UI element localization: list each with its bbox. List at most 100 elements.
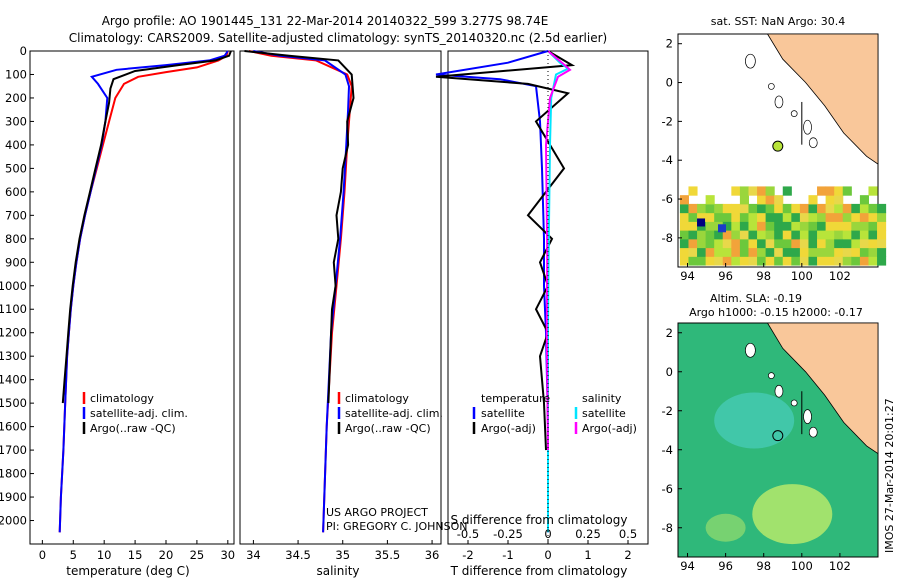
map-y-tick-label: -4	[662, 443, 673, 457]
island	[808, 426, 818, 438]
x-tick-label: 20	[159, 548, 174, 562]
map-y-tick-label: -8	[662, 231, 673, 245]
s-tick-label: -0.5	[457, 527, 479, 541]
sst-cell	[679, 230, 689, 240]
x-tick-label: 0	[39, 548, 46, 562]
sst-cell	[748, 230, 758, 240]
y-tick-label: 1000	[0, 279, 27, 293]
sst-cell	[714, 256, 724, 266]
sst-cell	[808, 212, 818, 222]
sst-cell	[731, 186, 741, 196]
island	[790, 110, 798, 117]
sst-cell	[705, 221, 715, 231]
map-y-tick-label: -6	[662, 482, 673, 496]
x-tick-label: 35.5	[375, 548, 401, 562]
sst-cell	[825, 186, 835, 196]
salinity-xlabel: salinity	[316, 564, 359, 578]
island	[808, 137, 818, 149]
s-tick-label: 0.25	[575, 527, 601, 541]
sst-cell	[834, 247, 844, 257]
map-y-tick-label: -4	[662, 153, 673, 167]
map-x-tick-label: 102	[829, 269, 851, 283]
salinity-legend: climatology satellite-adj. clim. Argo(..…	[337, 392, 443, 435]
sst-cell	[774, 195, 784, 205]
map-y-tick-label: 2	[666, 326, 673, 340]
sst-cell	[722, 203, 732, 214]
sst-cell	[679, 195, 689, 205]
y-tick-label: 200	[5, 91, 27, 105]
sst-cell	[731, 212, 741, 222]
sst-cell	[705, 238, 715, 249]
imos-timestamp: IMOS 27-Mar-2014 20:01:27	[883, 398, 896, 553]
sst-cell	[825, 195, 835, 205]
legend-salinity-title: salinity	[582, 392, 622, 405]
sst-cell	[799, 230, 809, 240]
y-tick-label: 300	[5, 114, 27, 128]
sst-cell	[697, 230, 707, 240]
island	[803, 119, 812, 135]
map-x-tick-label: 100	[791, 269, 813, 283]
x-tick-label: -1	[502, 548, 513, 562]
sst-cell	[782, 230, 792, 240]
sst-cell	[868, 203, 878, 214]
sst-cell	[799, 221, 809, 231]
sst-cell	[679, 203, 689, 214]
sst-cell	[877, 256, 887, 266]
sst-cell	[739, 195, 749, 205]
sst-cell	[868, 247, 878, 257]
sst-cell	[868, 256, 878, 266]
sst-cell	[757, 247, 767, 257]
y-tick-label: 1600	[0, 420, 27, 434]
sst-cell	[877, 247, 887, 257]
x-tick-label: 34.5	[285, 548, 311, 562]
sst-cell	[859, 221, 869, 231]
map-x-tick-label: 98	[756, 269, 771, 283]
y-tick-label: 100	[5, 67, 27, 81]
y-tick-label: 1500	[0, 396, 27, 410]
y-tick-label: 800	[5, 232, 27, 246]
sst-cell	[817, 203, 827, 214]
map-y-tick-label: -8	[662, 521, 673, 535]
sst-cell	[731, 203, 741, 214]
legend-satellite-adj: satellite-adj. clim.	[345, 407, 443, 420]
x-tick-label: 35	[335, 548, 350, 562]
pi-credit: PI: GREGORY C. JOHNSON	[326, 520, 467, 533]
sst-cell	[851, 256, 861, 266]
sst-cell	[877, 203, 887, 214]
sst-cell	[782, 256, 792, 266]
island	[745, 342, 756, 358]
sst-cell	[731, 247, 741, 257]
sst-cell	[842, 238, 852, 249]
sst-cell	[714, 212, 724, 222]
sst-cell	[825, 203, 835, 214]
sst-cell	[697, 247, 707, 257]
sst-cell	[817, 230, 827, 240]
sst-cell	[731, 238, 741, 249]
sst-cell	[859, 247, 869, 257]
map-x-tick-label: 98	[756, 559, 771, 573]
sst-cell	[834, 230, 844, 240]
sst-cell	[868, 186, 878, 196]
series-line	[58, 50, 229, 533]
island	[774, 95, 784, 109]
sst-cell	[808, 195, 818, 205]
x-tick-label: 36	[425, 548, 440, 562]
series-line	[248, 50, 353, 533]
sst-cell	[877, 221, 887, 231]
sst-cell	[859, 203, 869, 214]
sst-cell	[817, 256, 827, 266]
x-tick-label: 1	[584, 548, 591, 562]
map-y-tick-label: 2	[666, 37, 673, 51]
sla-map-title2: Argo h1000: -0.15 h2000: -0.17	[689, 306, 863, 319]
legend-climatology: climatology	[90, 392, 154, 405]
sst-cell	[731, 230, 741, 240]
sst-cell	[705, 230, 715, 240]
map-y-tick-label: 0	[666, 365, 673, 379]
sst-cell	[791, 221, 801, 231]
land-sumatra	[766, 322, 879, 455]
sst-cell	[688, 247, 698, 257]
temperature-plot: 0 5 10 15 20 25 30	[39, 50, 235, 562]
map-x-tick-label: 96	[718, 269, 733, 283]
sst-cell	[791, 230, 801, 240]
